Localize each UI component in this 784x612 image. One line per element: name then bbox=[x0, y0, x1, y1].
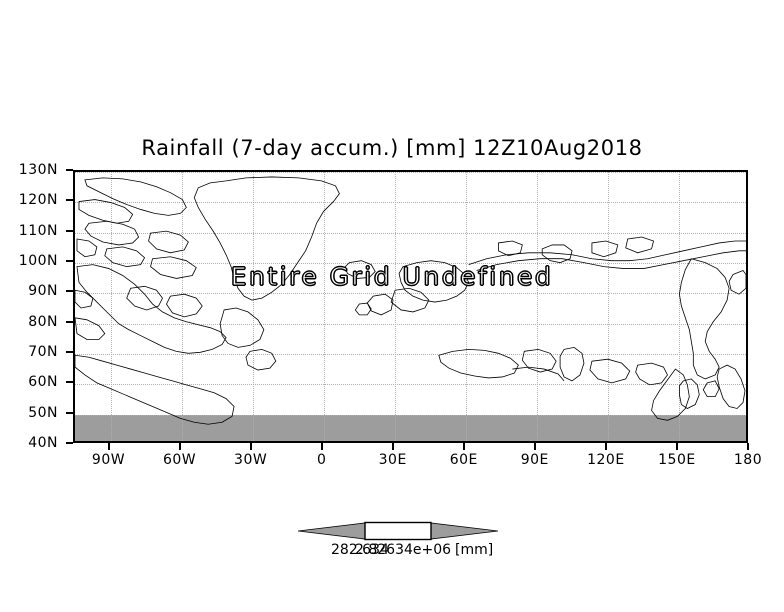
shaded-latitude-band bbox=[75, 414, 746, 441]
x-axis-tick-label: 150E bbox=[658, 452, 696, 468]
y-axis-tick-mark bbox=[66, 199, 73, 202]
gridline-lat-100N bbox=[75, 263, 746, 264]
y-axis-tick-mark bbox=[66, 290, 73, 293]
x-axis-tick-label: 90W bbox=[91, 452, 126, 468]
colorbar-labels: 282.634 2.82634e+06 [mm] bbox=[0, 543, 784, 561]
y-axis-tick-label: 130N bbox=[18, 162, 58, 178]
y-axis-tick-label: 40N bbox=[28, 435, 58, 451]
gridline-lon-30W bbox=[252, 172, 254, 441]
x-axis-tick-label: 60E bbox=[449, 452, 478, 468]
x-axis-tick-mark bbox=[675, 443, 678, 450]
y-axis-tick-label: 110N bbox=[18, 222, 58, 239]
coastlines-europe-asia bbox=[345, 237, 746, 420]
y-axis-tick-label: 50N bbox=[28, 404, 58, 421]
gridline-lat-130N bbox=[75, 172, 746, 173]
x-axis-tick-mark bbox=[747, 443, 749, 450]
gridline-lon-120E bbox=[607, 172, 609, 441]
x-axis-tick-mark bbox=[391, 443, 394, 450]
gridline-lat-120N bbox=[75, 202, 746, 204]
gridline-lon-60W bbox=[181, 172, 183, 441]
colorbar-graphic bbox=[298, 521, 498, 541]
x-axis-tick-mark bbox=[462, 443, 465, 450]
x-axis-tick-label: 180 bbox=[733, 452, 763, 468]
gridline-lon-150E bbox=[678, 172, 680, 441]
colorbar-label-low: 282.634 bbox=[331, 542, 389, 558]
x-axis-tick-mark bbox=[533, 443, 536, 450]
x-axis-tick-mark bbox=[178, 443, 181, 450]
y-axis-tick-mark bbox=[66, 229, 73, 232]
y-axis-tick-mark bbox=[66, 442, 73, 444]
y-axis-tick-mark bbox=[66, 411, 73, 414]
colorbar-right-arrow bbox=[430, 522, 498, 540]
colorbar-label-high: 2.82634e+06 bbox=[355, 542, 452, 558]
x-axis-tick-mark bbox=[604, 443, 607, 450]
x-axis: 90W 60W 30W 0 30E 60E 90E 120E 150E 180 bbox=[73, 443, 762, 473]
map-plot-frame[interactable] bbox=[73, 170, 748, 443]
y-axis-tick-mark bbox=[66, 320, 73, 323]
y-axis-tick-mark bbox=[66, 169, 73, 171]
gridline-lon-30E bbox=[394, 172, 396, 441]
gridline-lat-50N bbox=[75, 414, 746, 416]
gridline-lat-110N bbox=[75, 232, 746, 234]
gridline-lon-0 bbox=[323, 172, 325, 441]
x-axis-tick-mark bbox=[107, 443, 110, 450]
y-axis-tick-label: 80N bbox=[28, 313, 58, 330]
coastlines-north-america bbox=[75, 177, 339, 424]
x-axis-tick-mark bbox=[320, 443, 323, 450]
x-axis-tick-label: 120E bbox=[587, 452, 625, 468]
y-axis-tick-mark bbox=[66, 351, 73, 353]
gridline-lon-60E bbox=[465, 172, 467, 441]
colorbar-center-box bbox=[364, 521, 432, 541]
y-axis-tick-mark bbox=[66, 381, 73, 384]
gridline-lat-70N bbox=[75, 354, 746, 355]
x-axis-tick-label: 60W bbox=[162, 452, 197, 468]
gridline-lat-80N bbox=[75, 323, 746, 325]
x-axis-tick-label: 0 bbox=[316, 452, 327, 468]
y-axis: 130N 120N 110N 100N 90N 80N 70N 60N 50N 40N bbox=[0, 162, 73, 451]
y-axis-tick-label: 120N bbox=[18, 192, 58, 209]
colorbar-left-arrow bbox=[298, 522, 366, 540]
gridline-lat-60N bbox=[75, 384, 746, 386]
coastline-layer bbox=[75, 172, 746, 441]
colorbar[interactable] bbox=[298, 520, 498, 542]
gridline-lon-90E bbox=[536, 172, 538, 441]
x-axis-tick-label: 30W bbox=[234, 452, 268, 468]
y-axis-tick-label: 100N bbox=[18, 253, 58, 269]
x-axis-tick-label: 90E bbox=[520, 452, 549, 468]
x-axis-tick-label: 30E bbox=[378, 452, 407, 468]
page-title: Rainfall (7-day accum.) [mm] 12Z10Aug201… bbox=[141, 136, 643, 160]
y-axis-tick-mark bbox=[66, 260, 73, 262]
y-axis-tick-label: 90N bbox=[28, 283, 58, 300]
x-axis-tick-mark bbox=[249, 443, 252, 450]
colorbar-units-label: [mm] bbox=[455, 542, 494, 558]
y-axis-tick-label: 60N bbox=[28, 374, 58, 391]
y-axis-tick-label: 70N bbox=[28, 344, 58, 360]
gridline-lon-90W bbox=[110, 172, 112, 441]
map-inner bbox=[75, 172, 746, 441]
